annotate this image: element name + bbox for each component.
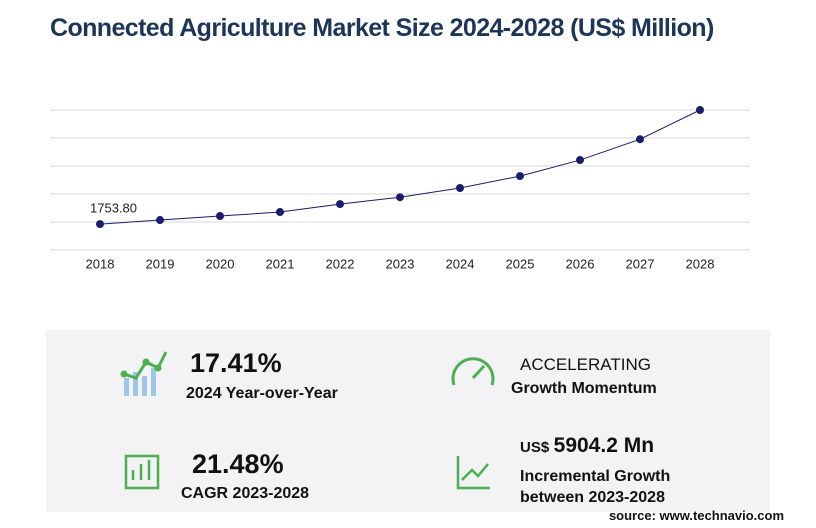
stat-label: CAGR 2023-2028 bbox=[181, 485, 310, 502]
x-tick-label: 2024 bbox=[446, 256, 475, 271]
x-tick-label: 2018 bbox=[86, 256, 115, 271]
icons bbox=[120, 351, 495, 490]
stat-value: ACCELERATING bbox=[520, 355, 651, 374]
source: source: www.technavio.com bbox=[608, 508, 784, 523]
marker bbox=[396, 193, 404, 202]
x-tick-label: 2028 bbox=[686, 256, 715, 271]
stat-label: 2024 Year-over-Year bbox=[186, 385, 338, 402]
icon-gauge bbox=[451, 357, 495, 386]
marker bbox=[276, 208, 284, 217]
marker bbox=[576, 156, 584, 165]
stat-value-row: US$ 5904.2 Mn bbox=[520, 434, 654, 458]
chart-title: Connected Agriculture Market Size 2024-2… bbox=[50, 14, 714, 42]
x-tick-label: 2019 bbox=[146, 256, 175, 271]
x-tick-label: 2020 bbox=[206, 256, 235, 271]
line bbox=[99, 109, 701, 225]
marker bbox=[96, 220, 104, 229]
stat-label: Incremental Growth between 2023-2028 bbox=[520, 468, 671, 506]
x-tick-label: 2027 bbox=[626, 256, 655, 271]
x-tick-label: 2025 bbox=[506, 256, 535, 271]
x-tick-label: 2026 bbox=[566, 256, 595, 271]
stat-prefix: US$ bbox=[520, 439, 550, 456]
stat-value: 21.48% bbox=[192, 449, 284, 479]
icon-yoy bbox=[120, 351, 168, 396]
stat-value: 17.41% bbox=[190, 348, 282, 378]
stat-label: Growth Momentum bbox=[511, 380, 657, 397]
stats-panel bbox=[46, 330, 770, 512]
marker bbox=[156, 216, 164, 225]
chart: 2018 2019 2020 2021 2022 2023 2024 2025 2026 2027… bbox=[50, 106, 750, 271]
marker bbox=[336, 200, 344, 209]
x-tick-label: 2021 bbox=[266, 256, 295, 271]
marker bbox=[456, 184, 464, 193]
marker bbox=[216, 212, 224, 221]
stat-value: 5904.2 Mn bbox=[553, 434, 655, 457]
marker bbox=[516, 172, 524, 181]
x-tick-label: 2023 bbox=[386, 256, 415, 271]
marker bbox=[696, 106, 704, 114]
data-label: 1753.80 bbox=[90, 201, 137, 216]
x-tick-label: 2022 bbox=[326, 256, 355, 271]
icon-cagr bbox=[124, 454, 160, 490]
icon-growth bbox=[456, 456, 490, 490]
marker bbox=[636, 135, 644, 144]
